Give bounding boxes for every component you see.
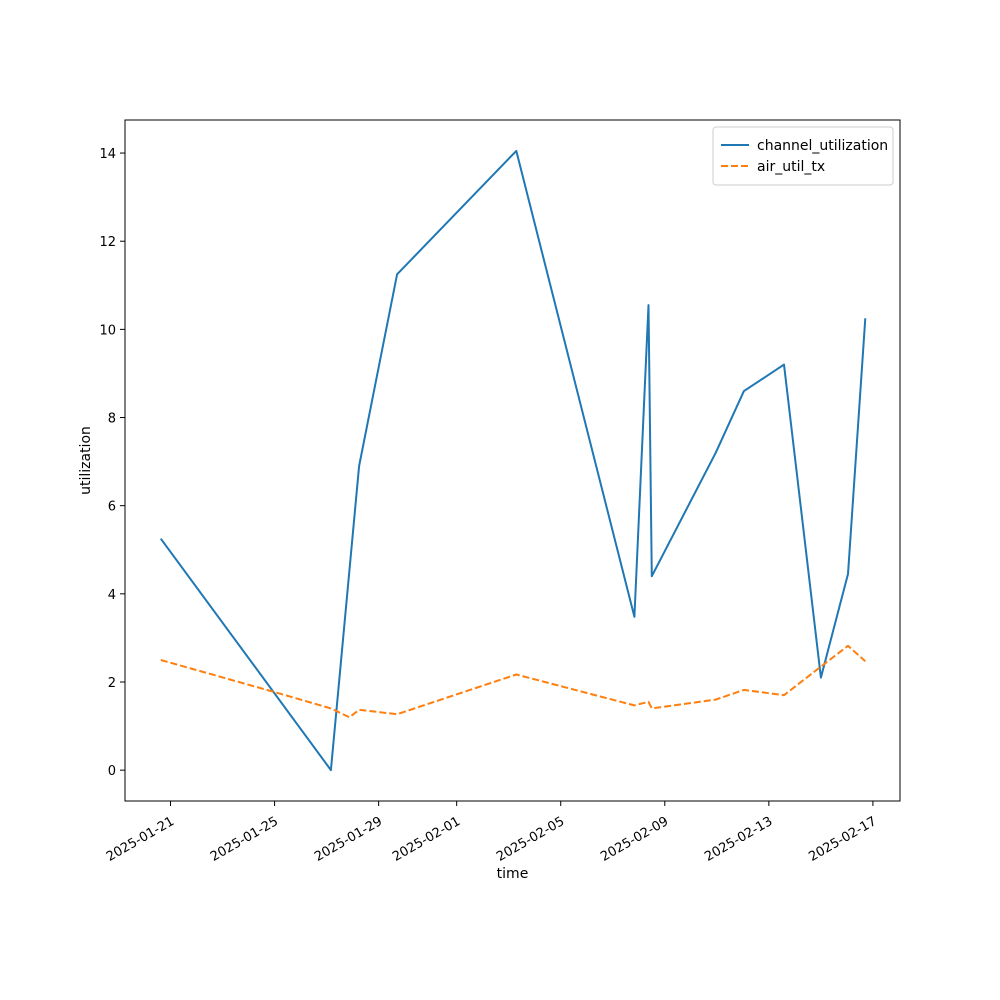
series-layer bbox=[159, 149, 867, 772]
legend-box bbox=[712, 126, 894, 186]
y-tick-label: 2 bbox=[108, 676, 116, 691]
series-line-air_util_tx bbox=[160, 644, 866, 719]
y-axis-title: utilization bbox=[78, 426, 94, 495]
y-tick-label: 14 bbox=[99, 147, 116, 162]
y-tick-label: 8 bbox=[108, 412, 116, 427]
plot-frame bbox=[124, 119, 901, 802]
y-tick-label: 12 bbox=[99, 235, 116, 250]
legend: channel_utilization air_util_tx bbox=[712, 126, 894, 186]
y-tick-label: 10 bbox=[99, 323, 116, 338]
y-tick-label: 6 bbox=[108, 500, 116, 515]
y-tick-label: 4 bbox=[108, 588, 116, 603]
series-line-channel_utilization bbox=[159, 149, 867, 772]
legend-label-air_util_tx: air_util_tx bbox=[757, 159, 825, 175]
x-axis-title: time bbox=[497, 866, 529, 882]
y-axis: 0 2 4 6 8 10 12 14 bbox=[99, 147, 125, 779]
y-tick-label: 0 bbox=[108, 764, 116, 779]
legend-label-channel_utilization: channel_utilization bbox=[757, 138, 888, 154]
